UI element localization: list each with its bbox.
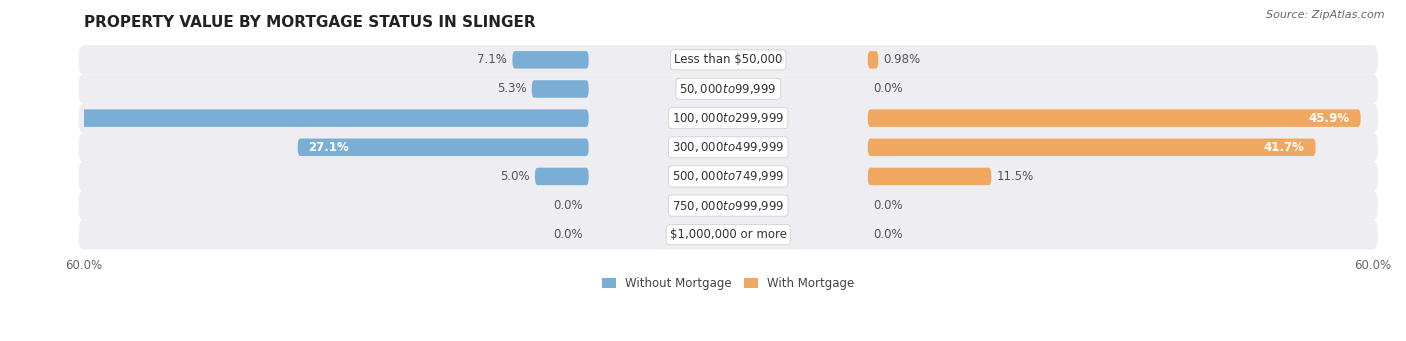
FancyBboxPatch shape	[531, 80, 589, 98]
Text: $500,000 to $749,999: $500,000 to $749,999	[672, 169, 785, 183]
FancyBboxPatch shape	[79, 162, 1378, 191]
Text: 41.7%: 41.7%	[1264, 141, 1305, 154]
Text: 0.0%: 0.0%	[873, 83, 903, 95]
Text: 0.0%: 0.0%	[873, 228, 903, 241]
Text: Less than $50,000: Less than $50,000	[673, 53, 782, 66]
FancyBboxPatch shape	[79, 191, 1378, 220]
FancyBboxPatch shape	[868, 51, 879, 69]
Text: $750,000 to $999,999: $750,000 to $999,999	[672, 198, 785, 212]
Text: 7.1%: 7.1%	[477, 53, 508, 66]
Text: 11.5%: 11.5%	[997, 170, 1033, 183]
Text: Source: ZipAtlas.com: Source: ZipAtlas.com	[1267, 10, 1385, 20]
Text: $300,000 to $499,999: $300,000 to $499,999	[672, 140, 785, 154]
FancyBboxPatch shape	[534, 168, 589, 185]
Text: 0.0%: 0.0%	[554, 199, 583, 212]
FancyBboxPatch shape	[868, 138, 1316, 156]
FancyBboxPatch shape	[298, 138, 589, 156]
Text: 0.0%: 0.0%	[554, 228, 583, 241]
Text: $100,000 to $299,999: $100,000 to $299,999	[672, 111, 785, 125]
FancyBboxPatch shape	[79, 220, 1378, 249]
FancyBboxPatch shape	[868, 168, 991, 185]
Text: 5.0%: 5.0%	[501, 170, 530, 183]
Text: 45.9%: 45.9%	[1309, 112, 1350, 124]
FancyBboxPatch shape	[512, 51, 589, 69]
Text: PROPERTY VALUE BY MORTGAGE STATUS IN SLINGER: PROPERTY VALUE BY MORTGAGE STATUS IN SLI…	[84, 15, 536, 30]
Text: $50,000 to $99,999: $50,000 to $99,999	[679, 82, 778, 96]
Text: 0.0%: 0.0%	[873, 199, 903, 212]
Text: 27.1%: 27.1%	[308, 141, 349, 154]
FancyBboxPatch shape	[868, 109, 1361, 127]
FancyBboxPatch shape	[79, 45, 1378, 74]
FancyBboxPatch shape	[79, 104, 1378, 133]
FancyBboxPatch shape	[0, 109, 589, 127]
Text: 55.6%: 55.6%	[3, 112, 44, 124]
Text: 5.3%: 5.3%	[496, 83, 526, 95]
Text: 0.98%: 0.98%	[884, 53, 921, 66]
Legend: Without Mortgage, With Mortgage: Without Mortgage, With Mortgage	[598, 272, 859, 295]
FancyBboxPatch shape	[79, 74, 1378, 104]
FancyBboxPatch shape	[79, 133, 1378, 162]
Text: $1,000,000 or more: $1,000,000 or more	[669, 228, 787, 241]
